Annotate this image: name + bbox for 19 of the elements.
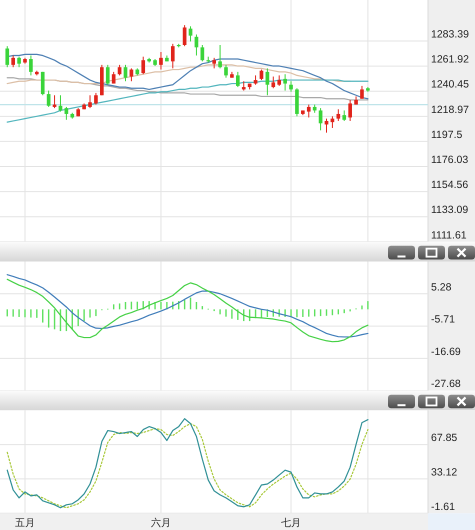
y-tick-label: 1111.61 (431, 229, 467, 242)
x-tick-label: 六月 (150, 516, 171, 529)
y-tick-label: -27.68 (431, 378, 461, 390)
y-tick-label: -5.71 (431, 314, 456, 326)
y-tick-label: 1154.56 (431, 179, 468, 192)
y-tick-label: 1197.5 (431, 128, 462, 141)
y-tick-label: 67.85 (431, 432, 458, 444)
y-tick-label: 1283.39 (431, 28, 470, 41)
y-tick-label: 1218.97 (431, 104, 470, 116)
y-tick-label: 5.28 (431, 281, 452, 294)
y-tick-label: 1261.92 (431, 54, 470, 66)
x-tick-label: 五月 (14, 518, 35, 529)
y-tick-label: 33.12 (431, 466, 458, 478)
y-tick-label: -16.69 (431, 346, 461, 358)
y-tick-label: 1176.03 (431, 154, 468, 166)
y-tick-label: 1240.45 (431, 78, 470, 91)
y-tick-label: -1.61 (431, 500, 456, 513)
x-tick-label: 七月 (281, 516, 302, 529)
y-tick-label: 1133.09 (431, 204, 468, 216)
